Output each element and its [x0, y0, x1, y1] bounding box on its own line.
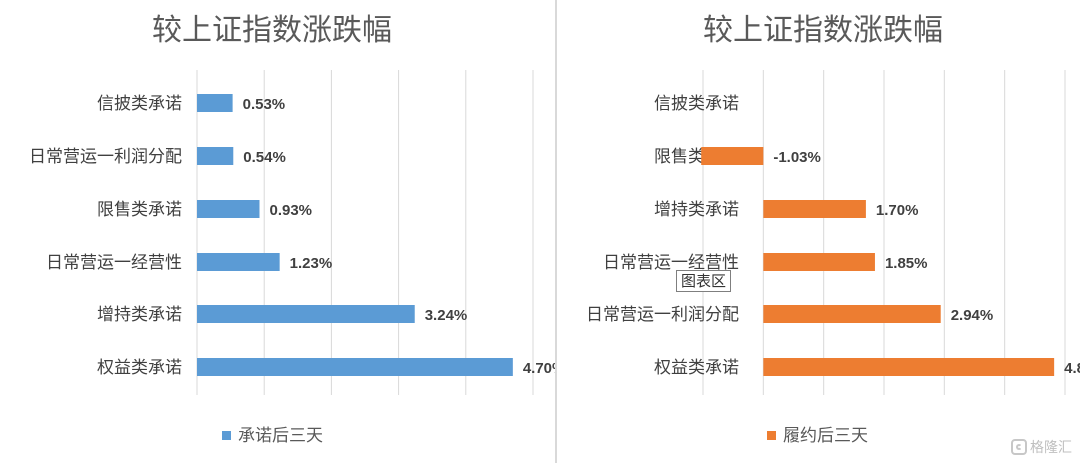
- data-label: 4.82%: [1064, 360, 1080, 377]
- bar: [197, 147, 234, 165]
- watermark-text: 格隆汇: [1030, 440, 1072, 456]
- category-label: 日常营运一利润分配: [29, 147, 182, 167]
- bar: [763, 253, 875, 271]
- data-label: 1.23%: [290, 255, 333, 272]
- bar: [197, 200, 260, 218]
- chart-panel-right[interactable]: 较上证指数涨跌幅 信披类承诺 限售类承诺 -1.03% 增持类承诺 1.70% 日常营运一经…: [557, 0, 1080, 463]
- panel-divider: [555, 0, 557, 463]
- data-label: -1.03%: [773, 149, 821, 166]
- category-label: 信披类承诺: [97, 94, 182, 114]
- data-label: 3.24%: [425, 307, 468, 324]
- bar: [197, 253, 280, 271]
- bar: [197, 358, 513, 376]
- bar: [197, 94, 233, 112]
- category-label: 权益类承诺: [654, 358, 739, 378]
- chart-title: 较上证指数涨跌幅: [703, 13, 943, 48]
- legend-swatch: [767, 431, 776, 440]
- data-label: 0.53%: [243, 96, 286, 113]
- data-label: 1.70%: [876, 202, 919, 219]
- chart-title: 较上证指数涨跌幅: [152, 13, 392, 48]
- legend-label: 承诺后三天: [238, 426, 323, 446]
- gelonghui-logo-icon: [1011, 439, 1027, 455]
- data-label: 1.85%: [885, 255, 928, 272]
- bar: [197, 305, 415, 323]
- legend-label: 履约后三天: [783, 426, 868, 446]
- data-label: 0.93%: [269, 202, 312, 219]
- bar: [763, 200, 866, 218]
- category-label: 信披类承诺: [654, 94, 739, 114]
- bar: [763, 358, 1055, 376]
- watermark: 格隆汇: [1011, 437, 1072, 457]
- legend-swatch: [222, 431, 231, 440]
- bar: [701, 147, 764, 165]
- data-label: 2.94%: [951, 307, 994, 324]
- data-label: 0.54%: [243, 149, 286, 166]
- chart-area-tooltip: 图表区: [676, 270, 732, 292]
- category-label: 日常营运一经营性: [603, 253, 739, 273]
- bar: [763, 305, 941, 323]
- category-label: 日常营运一利润分配: [586, 305, 739, 325]
- category-label: 增持类承诺: [97, 305, 182, 325]
- category-label: 限售类承诺: [97, 200, 182, 220]
- category-label: 增持类承诺: [654, 200, 739, 220]
- category-label: 日常营运一经营性: [46, 253, 182, 273]
- category-label: 权益类承诺: [97, 358, 182, 378]
- chart-panel-left[interactable]: 较上证指数涨跌幅信披类承诺 0.53% 日常营运一利润分配 0.54% 限售类承诺 0.9…: [0, 0, 555, 463]
- data-label: 4.70%: [523, 360, 555, 377]
